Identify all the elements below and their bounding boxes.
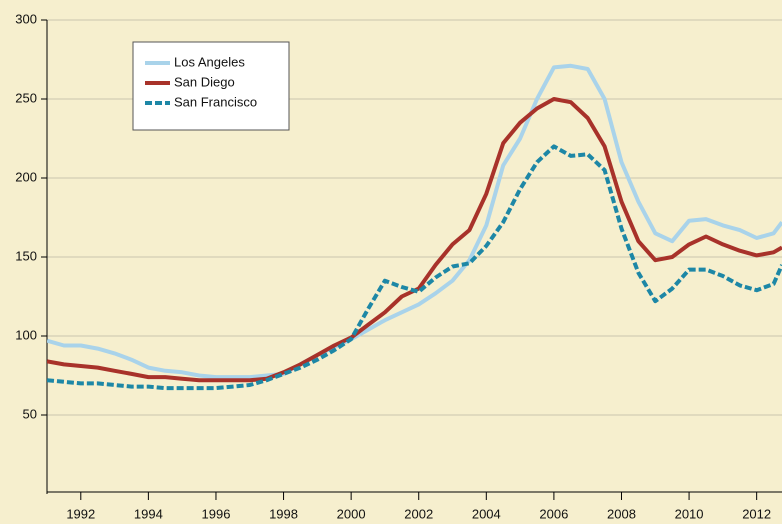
y-tick-label: 50 xyxy=(23,406,37,421)
x-tick-label: 2010 xyxy=(675,506,704,521)
legend-label: San Francisco xyxy=(174,94,257,109)
y-tick-label: 100 xyxy=(15,327,37,342)
x-tick-label: 2012 xyxy=(742,506,771,521)
series-line xyxy=(47,97,782,383)
x-tick-label: 1998 xyxy=(269,506,298,521)
y-tick-label: 200 xyxy=(15,169,37,184)
y-tick-label: 300 xyxy=(15,11,37,26)
x-tick-label: 2000 xyxy=(337,506,366,521)
series-line xyxy=(47,144,782,391)
x-tick-label: 1994 xyxy=(134,506,163,521)
x-tick-label: 2004 xyxy=(472,506,501,521)
y-tick-label: 250 xyxy=(15,90,37,105)
x-tick-label: 2008 xyxy=(607,506,636,521)
y-tick-label: 150 xyxy=(15,248,37,263)
x-tick-label: 1992 xyxy=(66,506,95,521)
legend-label: San Diego xyxy=(174,74,235,89)
x-tick-label: 2002 xyxy=(404,506,433,521)
series-line xyxy=(47,63,782,380)
plot xyxy=(47,63,782,391)
x-tick-label: 1996 xyxy=(202,506,231,521)
legend-box xyxy=(132,41,290,131)
legend-label: Los Angeles xyxy=(174,54,245,69)
x-tick-label: 2006 xyxy=(539,506,568,521)
